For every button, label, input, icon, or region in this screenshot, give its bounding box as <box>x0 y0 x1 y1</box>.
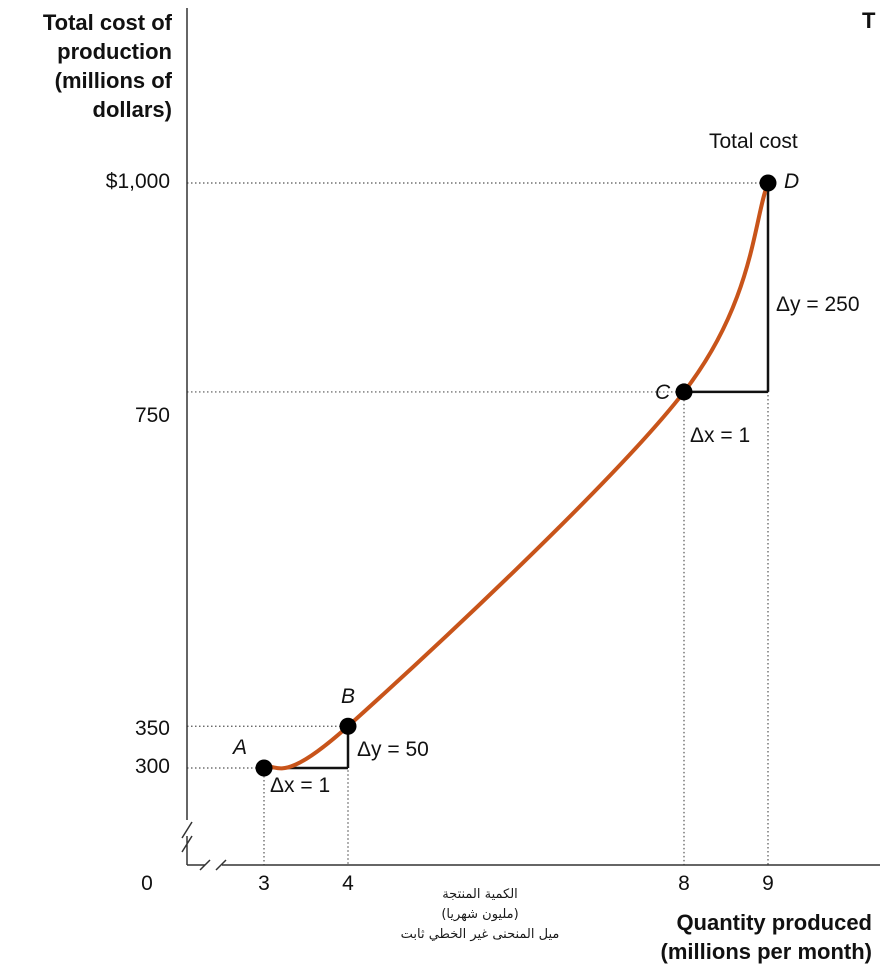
y-axis-label: Total cost of production (millions of do… <box>0 8 172 124</box>
arabic-caption-line-3: ميل المنحنى غير الخطي ثابت <box>400 927 560 942</box>
x-axis-break-icon-2 <box>215 859 227 871</box>
step-segments <box>264 183 770 770</box>
y-axis-label-line-3: (millions of <box>54 68 172 93</box>
arabic-caption-line-2: (مليون شهريا) <box>441 907 519 922</box>
y-axis-label-line-2: production <box>57 39 172 64</box>
ab-dx-label: Δx = 1 <box>270 774 331 797</box>
arabic-caption: الكمية المنتجة (مليون شهريا) ميل المنحنى… <box>380 885 580 945</box>
x-tick-label-0: 0 <box>141 872 153 895</box>
cd-dy-label: Δy = 250 <box>776 293 860 316</box>
data-points <box>255 174 777 777</box>
point-d-marker <box>759 174 777 192</box>
total-cost-curve <box>263 182 770 771</box>
cd-dx-label: Δx = 1 <box>690 424 751 447</box>
point-b-marker <box>339 717 357 735</box>
y-tick-label-300: 300 <box>134 755 170 778</box>
x-axis-label-line-1: Quantity produced <box>676 910 872 935</box>
x-tick-label-3: 3 <box>258 872 270 895</box>
x-tick-label-9: 9 <box>762 872 774 895</box>
ab-dy-label: Δy = 50 <box>357 738 429 761</box>
x-tick-label-4: 4 <box>342 872 354 895</box>
x-axis-label: Quantity produced (millions per month) <box>661 908 872 966</box>
point-label-a: A <box>233 736 248 759</box>
x-axis-break-icon <box>199 859 211 871</box>
y-tick-label-750: 750 <box>134 404 170 427</box>
x-axis-label-line-2: (millions per month) <box>660 939 872 964</box>
point-label-d: D <box>784 170 800 193</box>
point-a-marker <box>255 759 273 777</box>
x-tick-label-8: 8 <box>678 872 690 895</box>
arabic-caption-line-1: الكمية المنتجة <box>442 887 518 902</box>
y-tick-label-1000: $1,000 <box>105 170 170 193</box>
corner-text: T <box>862 8 876 33</box>
point-c-marker <box>675 383 693 401</box>
y-axis-label-line-1: Total cost of <box>42 10 172 35</box>
y-axis-label-line-4: dollars) <box>92 97 172 122</box>
point-label-c: C <box>655 381 671 404</box>
curve-label: Total cost <box>709 130 798 153</box>
y-axis-break-icon <box>181 821 193 865</box>
y-tick-label-350: 350 <box>134 717 170 740</box>
point-label-b: B <box>341 685 356 708</box>
guide-lines <box>187 182 769 865</box>
